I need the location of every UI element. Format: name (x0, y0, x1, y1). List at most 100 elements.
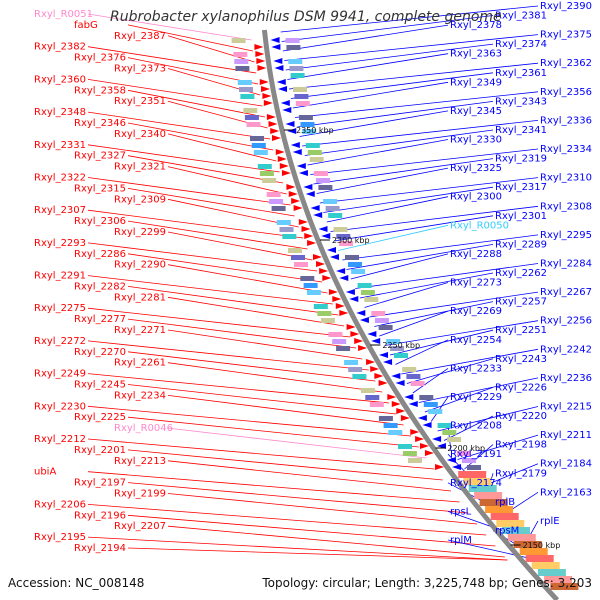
forward-gene-arrow (339, 310, 349, 316)
feature-block (348, 262, 362, 267)
forward-gene-arrow (378, 380, 388, 386)
feature-block (290, 73, 305, 78)
right-connector (288, 62, 539, 90)
forward-gene-arrow (374, 373, 384, 379)
gene-label-right: Rxyl_2336 (540, 115, 592, 126)
gene-label-right: Rxyl_2330 (450, 135, 502, 146)
feature-block (262, 178, 277, 183)
left-connector (127, 122, 274, 151)
gene-label-right: Rxyl_2229 (450, 392, 502, 403)
gene-label-left: Rxyl_2261 (114, 358, 166, 369)
right-connector (323, 186, 494, 213)
feature-block (468, 485, 497, 492)
right-connector (447, 539, 538, 561)
feature-block (502, 527, 530, 534)
feature-block (294, 94, 309, 99)
right-connector (299, 110, 449, 137)
right-connector (302, 120, 539, 147)
gene-label-left: Rxyl_2351 (114, 96, 166, 107)
feature-block (402, 451, 417, 456)
gene-label-left: Rxyl_2291 (34, 271, 86, 282)
left-connector (167, 329, 363, 360)
reverse-gene-arrow (422, 422, 432, 428)
gene-label-left: Rxyl_2331 (34, 140, 86, 151)
feature-block (235, 66, 250, 71)
feature-block (519, 548, 548, 555)
gene-label-right: Rxyl_2174 (450, 478, 502, 489)
left-connector (127, 514, 496, 547)
right-connector (326, 196, 449, 223)
feature-block (285, 38, 300, 43)
feature-block (369, 402, 384, 407)
gene-label-right: Rxyl_2289 (495, 239, 547, 250)
reverse-gene-arrow (404, 394, 414, 400)
gene-label-left: Rxyl_2282 (74, 281, 126, 292)
gene-label-right: rplB (495, 497, 515, 508)
reverse-gene-arrow (285, 121, 295, 127)
right-connector (284, 34, 539, 61)
forward-gene-arrow (419, 443, 429, 449)
forward-gene-arrow (277, 156, 287, 162)
feature-block (282, 234, 297, 239)
feature-block (257, 164, 272, 169)
feature-block (479, 499, 508, 506)
feature-block (351, 269, 366, 274)
reverse-gene-arrow (379, 352, 389, 358)
gene-label-left: Rxyl_2201 (74, 445, 126, 456)
gene-label-right: Rxyl_2215 (540, 402, 592, 413)
gene-label-right: Rxyl_2284 (540, 259, 592, 270)
left-connector (87, 209, 304, 239)
gene-label-right: Rxyl_2301 (495, 211, 547, 222)
reverse-gene-arrow (292, 149, 302, 155)
gene-label-right: rplE (540, 516, 560, 527)
gene-label-right: Rxyl_2220 (495, 411, 547, 422)
forward-gene-arrow (312, 254, 322, 260)
forward-gene-arrow (322, 275, 332, 281)
gene-label-left: Rxyl_2270 (74, 347, 126, 358)
feature-block (428, 409, 443, 414)
feature-block (298, 115, 313, 120)
gene-label-right: Rxyl_2163 (540, 487, 592, 498)
gene-label-right: Rxyl_2375 (540, 30, 592, 41)
forward-gene-arrow (259, 79, 269, 85)
feature-block (447, 437, 462, 442)
reverse-gene-arrow (367, 331, 377, 337)
feature-block (320, 318, 335, 323)
feature-block (251, 143, 266, 148)
right-connector (297, 101, 494, 128)
feature-block (231, 38, 246, 43)
feature-block (294, 262, 308, 267)
reverse-gene-arrow (395, 380, 405, 386)
feature-block (313, 171, 328, 176)
feature-block (286, 45, 301, 50)
gene-label-right: Rxyl_R0050 (450, 220, 509, 231)
forward-gene-arrow (301, 226, 311, 232)
genome-title: Rubrobacter xylanophilus DSM 9941, compl… (110, 9, 502, 25)
feature-block (345, 255, 359, 260)
feature-block (240, 94, 255, 99)
feature-block (237, 80, 252, 85)
left-connector (127, 188, 295, 217)
gene-label-right: Rxyl_2317 (495, 182, 547, 193)
forward-gene-arrow (262, 93, 272, 99)
left-connector (167, 166, 287, 195)
feature-block (288, 248, 302, 253)
forward-gene-arrow (279, 163, 289, 169)
gene-label-left: Rxyl_2277 (74, 314, 126, 325)
feature-block (462, 458, 476, 463)
right-connector (319, 177, 539, 204)
reverse-gene-arrow (349, 296, 359, 302)
right-connector (313, 158, 494, 185)
feature-block (271, 206, 286, 211)
feature-block (307, 150, 322, 155)
feature-block (309, 157, 324, 162)
reverse-gene-arrow (318, 226, 328, 232)
gene-label-left: Rxyl_2293 (34, 238, 86, 249)
left-connector (127, 547, 508, 561)
left-connector (127, 351, 376, 382)
reverse-gene-arrow (278, 86, 288, 92)
feature-block (406, 374, 421, 379)
reverse-gene-arrow (339, 275, 349, 281)
gene-label-right: Rxyl_2374 (495, 39, 547, 50)
forward-gene-arrow (387, 394, 397, 400)
